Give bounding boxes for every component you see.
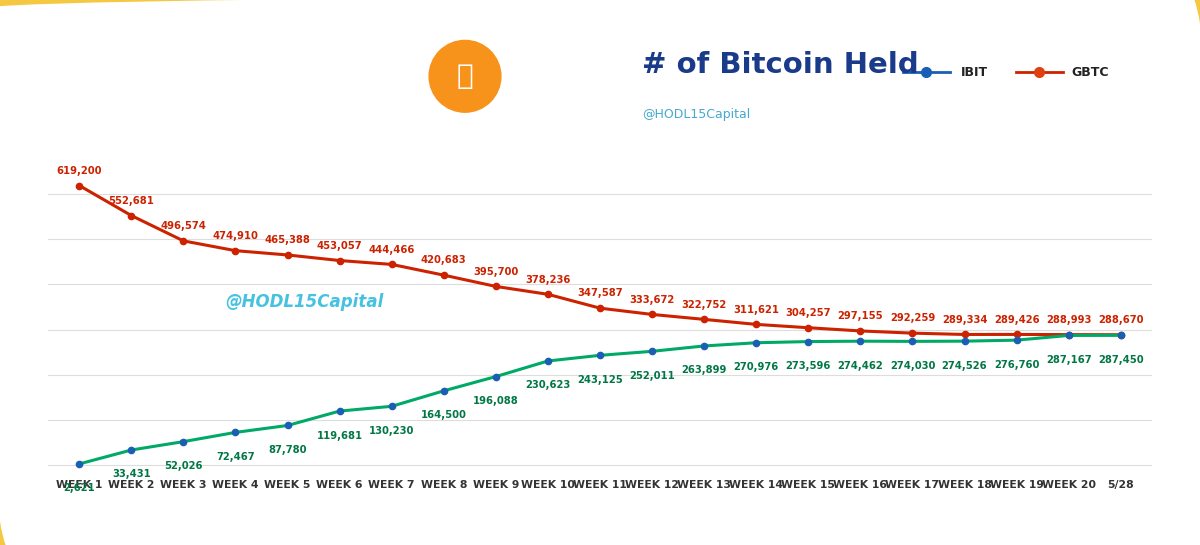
Text: 274,462: 274,462 — [838, 361, 883, 371]
Text: 130,230: 130,230 — [370, 426, 414, 436]
Text: 287,167: 287,167 — [1046, 355, 1092, 365]
Text: 453,057: 453,057 — [317, 241, 362, 251]
Text: 273,596: 273,596 — [786, 361, 830, 371]
Text: 274,526: 274,526 — [942, 361, 988, 371]
Text: 263,899: 263,899 — [682, 365, 727, 376]
Text: 252,011: 252,011 — [629, 371, 674, 381]
Circle shape — [430, 40, 500, 112]
Text: 420,683: 420,683 — [421, 256, 467, 265]
Text: GBTC: GBTC — [1072, 66, 1109, 78]
Text: 119,681: 119,681 — [317, 431, 362, 440]
Text: @HODL15Capital: @HODL15Capital — [226, 293, 384, 311]
Text: 474,910: 474,910 — [212, 231, 258, 241]
Text: IBIT: IBIT — [961, 66, 988, 78]
Text: 304,257: 304,257 — [786, 308, 832, 318]
Text: 347,587: 347,587 — [577, 288, 623, 299]
Text: 378,236: 378,236 — [526, 275, 571, 284]
Text: 287,450: 287,450 — [1098, 355, 1144, 365]
Text: 72,467: 72,467 — [216, 452, 254, 462]
Text: 311,621: 311,621 — [733, 305, 779, 314]
Text: 52,026: 52,026 — [164, 461, 203, 471]
Text: 496,574: 496,574 — [161, 221, 206, 231]
Text: 444,466: 444,466 — [368, 245, 415, 255]
Text: 196,088: 196,088 — [473, 396, 518, 406]
Text: 33,431: 33,431 — [112, 469, 151, 480]
Text: 243,125: 243,125 — [577, 375, 623, 385]
Text: 164,500: 164,500 — [421, 410, 467, 420]
Text: 276,760: 276,760 — [994, 360, 1039, 370]
Text: 289,426: 289,426 — [994, 314, 1039, 325]
Text: 297,155: 297,155 — [838, 311, 883, 321]
Text: 230,623: 230,623 — [526, 380, 570, 390]
Text: ₿: ₿ — [457, 62, 473, 90]
Text: 288,670: 288,670 — [1098, 315, 1144, 325]
Text: 274,030: 274,030 — [889, 361, 935, 371]
Text: 2,621: 2,621 — [64, 483, 95, 493]
Text: 395,700: 395,700 — [473, 267, 518, 277]
Text: @HODL15Capital: @HODL15Capital — [642, 108, 750, 121]
Text: 87,780: 87,780 — [269, 445, 307, 455]
Text: 322,752: 322,752 — [682, 300, 727, 310]
Text: 333,672: 333,672 — [630, 295, 674, 305]
Text: 270,976: 270,976 — [733, 362, 779, 372]
Text: # of Bitcoin Held: # of Bitcoin Held — [642, 51, 919, 80]
Text: 552,681: 552,681 — [108, 196, 155, 206]
Text: 465,388: 465,388 — [265, 235, 311, 245]
Text: 288,993: 288,993 — [1046, 315, 1091, 325]
Text: 289,334: 289,334 — [942, 315, 988, 325]
Text: 292,259: 292,259 — [890, 313, 935, 323]
Text: 619,200: 619,200 — [56, 166, 102, 176]
